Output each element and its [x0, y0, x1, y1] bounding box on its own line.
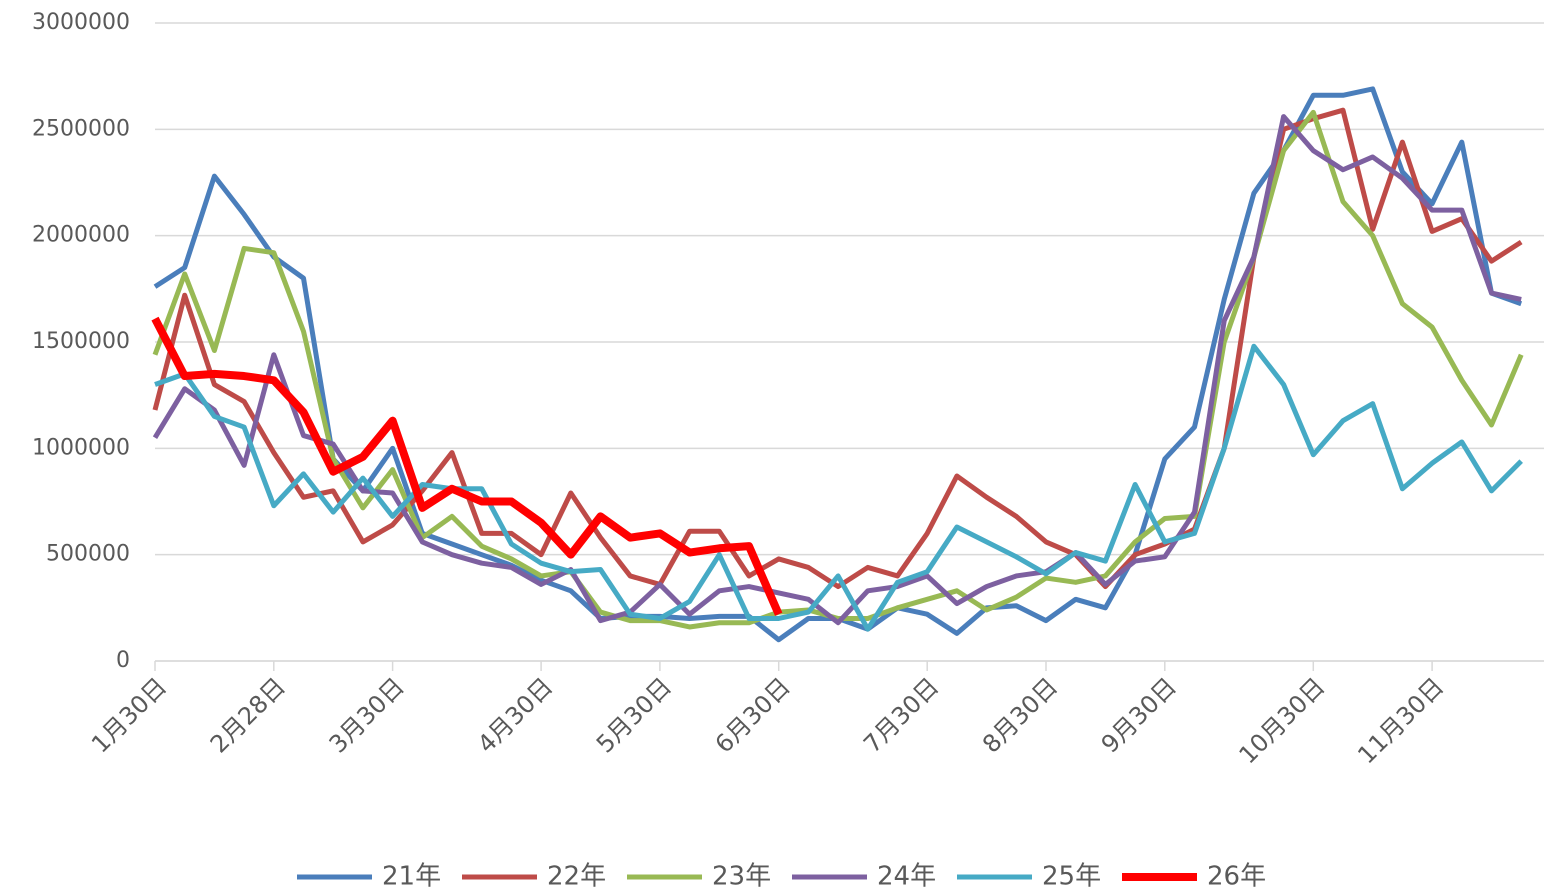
legend-label: 24年	[877, 862, 936, 892]
series-line	[153, 86, 1523, 643]
x-tick-label: 6月30日	[710, 672, 796, 758]
x-tick-label: 2月28日	[205, 672, 291, 758]
legend-label: 23年	[712, 862, 771, 892]
series-line	[152, 109, 1524, 630]
x-tick-label: 11月30日	[1352, 672, 1449, 769]
x-tick-label: 1月30日	[86, 672, 172, 758]
x-tick-label: 3月30日	[324, 672, 410, 758]
y-tick-label: 500000	[46, 542, 130, 567]
x-tick-label: 4月30日	[472, 672, 558, 758]
x-tick-label: 8月30日	[977, 672, 1063, 758]
legend-label: 25年	[1042, 862, 1101, 892]
legend-label: 26年	[1207, 862, 1266, 892]
y-tick-label: 3000000	[32, 10, 130, 35]
x-tick-label: 7月30日	[858, 672, 944, 758]
y-tick-label: 2500000	[32, 116, 130, 141]
legend-label: 21年	[382, 862, 441, 892]
series-line	[152, 107, 1523, 590]
series-line	[154, 343, 1523, 632]
y-tick-label: 2000000	[32, 223, 130, 248]
y-tick-label: 1500000	[32, 329, 130, 354]
y-tick-label: 1000000	[32, 435, 130, 460]
x-tick-label: 5月30日	[591, 672, 677, 758]
series-line	[152, 114, 1522, 626]
legend-label: 22年	[547, 862, 606, 892]
series-line	[151, 316, 783, 616]
y-tick-label: 0	[116, 648, 130, 673]
x-tick-label: 10月30日	[1234, 672, 1331, 769]
x-tick-label: 9月30日	[1096, 672, 1182, 758]
